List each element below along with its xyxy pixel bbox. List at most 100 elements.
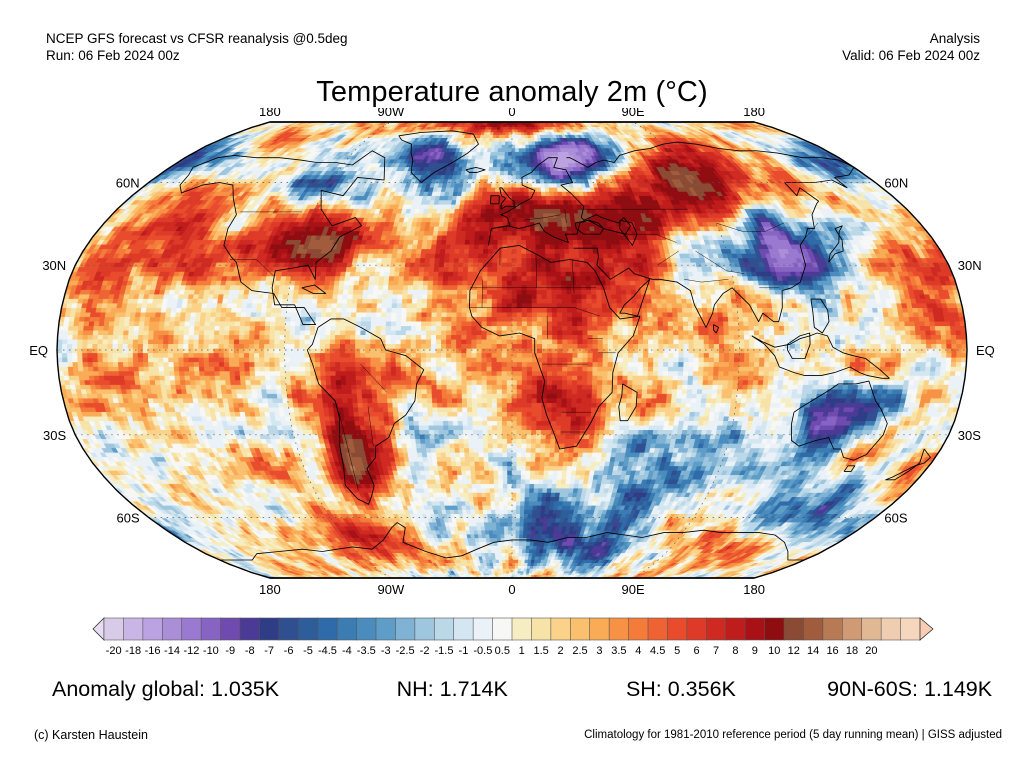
- anomaly-cell: [502, 126, 507, 131]
- anomaly-cell: [494, 144, 499, 149]
- anomaly-cell: [519, 167, 524, 172]
- anomaly-cell: [517, 123, 521, 126]
- anomaly-cell: [504, 159, 509, 164]
- anomaly-cell: [527, 179, 533, 184]
- anomaly-cell: [472, 200, 478, 206]
- anomaly-cell: [535, 179, 541, 184]
- anomaly-cell: [507, 204, 513, 210]
- anomaly-cell: [520, 213, 526, 219]
- anomaly-cell: [529, 155, 535, 160]
- anomaly-cell: [484, 171, 490, 176]
- anomaly-cell: [507, 200, 513, 206]
- anomaly-cell: [508, 134, 513, 139]
- anomaly-cell: [511, 144, 516, 149]
- anomaly-cell: [501, 144, 506, 149]
- anomaly-cell: [494, 208, 500, 214]
- anomaly-cell: [511, 159, 516, 164]
- anomaly-cell: [555, 204, 561, 210]
- anomaly-cell: [503, 125, 507, 128]
- anomaly-cell: [503, 179, 509, 184]
- anomaly-cell: [506, 123, 510, 126]
- anomaly-cell: [454, 208, 460, 214]
- anomaly-cell: [496, 126, 501, 131]
- anomaly-cell: [508, 138, 513, 142]
- anomaly-cell: [507, 191, 513, 197]
- anomaly-cell: [504, 148, 509, 153]
- anomaly-cell: [520, 191, 525, 197]
- anomaly-cell: [488, 163, 494, 168]
- anomaly-cell: [516, 217, 522, 223]
- anomaly-cell: [470, 183, 476, 189]
- anomaly-cell: [511, 191, 517, 197]
- anomaly-cell: [520, 204, 526, 210]
- anomaly-cell: [532, 183, 537, 189]
- anomaly-cell: [475, 213, 482, 219]
- anomaly-cell: [508, 148, 513, 153]
- anomaly-cell: [504, 144, 509, 149]
- anomaly-cell: [490, 151, 495, 157]
- anomaly-cell: [515, 141, 519, 146]
- anomaly-cell: [505, 126, 510, 131]
- anomaly-cell: [517, 132, 522, 136]
- anomaly-cell: [533, 159, 539, 164]
- anomaly-cell: [527, 175, 533, 180]
- anomaly-cell: [502, 217, 508, 223]
- anomaly-cell: [511, 151, 516, 157]
- anomaly-cell: [459, 204, 465, 210]
- anomaly-cell: [499, 132, 504, 136]
- anomaly-cell: [471, 208, 478, 214]
- anomaly-cell: [542, 204, 548, 210]
- anomaly-cell: [561, 217, 567, 223]
- page-title: Temperature anomaly 2m (°C): [0, 76, 1024, 109]
- anomaly-cell: [482, 191, 488, 197]
- anomaly-cell: [505, 134, 510, 139]
- anomaly-cell: [505, 141, 509, 146]
- anomaly-cell: [525, 213, 531, 219]
- anomaly-cell: [503, 123, 507, 126]
- anomaly-cell: [523, 167, 528, 172]
- anomaly-cell: [484, 167, 490, 172]
- anomaly-cell: [538, 217, 544, 223]
- anomaly-cell: [524, 187, 529, 193]
- anomaly-cell: [491, 183, 497, 189]
- anomaly-cell: [504, 151, 509, 157]
- anomaly-cell: [458, 208, 464, 214]
- anomaly-cell: [495, 175, 501, 180]
- anomaly-cell: [480, 171, 486, 176]
- anomaly-cell: [511, 217, 517, 223]
- anomaly-cell: [515, 179, 521, 184]
- anomaly-cell: [518, 151, 524, 157]
- anomaly-cell: [522, 159, 528, 164]
- anomaly-cell: [504, 155, 509, 160]
- anomaly-cell: [515, 155, 520, 160]
- anomaly-cell: [527, 183, 533, 189]
- anomaly-cell: [475, 179, 481, 184]
- anomaly-cell: [518, 138, 523, 142]
- anomaly-cell: [503, 183, 509, 189]
- anomaly-cell: [480, 208, 486, 214]
- anomaly-cell: [502, 134, 507, 139]
- anomaly-cell: [496, 171, 501, 176]
- anomaly-cell: [528, 148, 534, 153]
- anomaly-cell: [519, 187, 525, 193]
- anomaly-cell: [546, 208, 553, 214]
- anomaly-cell: [500, 125, 504, 128]
- anomaly-cell: [536, 183, 542, 189]
- anomaly-cell: [487, 148, 492, 153]
- anomaly-cell: [540, 183, 546, 189]
- anomaly-cell: [515, 167, 520, 172]
- anomaly-cell: [503, 175, 509, 180]
- anomaly-cell: [519, 163, 524, 168]
- anomaly-cell: [489, 155, 495, 160]
- anomaly-cell: [530, 159, 535, 164]
- anomaly-cell: [546, 200, 552, 206]
- anomaly-cell: [489, 213, 495, 219]
- anomaly-cell: [511, 155, 516, 160]
- anomaly-cell: [511, 213, 517, 219]
- anomaly-cell: [528, 200, 534, 206]
- anomaly-cell: [489, 208, 495, 214]
- anomaly-cell: [515, 148, 520, 153]
- anomaly-cell: [508, 125, 513, 128]
- anomaly-cell: [482, 183, 488, 189]
- anomaly-cell: [511, 163, 517, 168]
